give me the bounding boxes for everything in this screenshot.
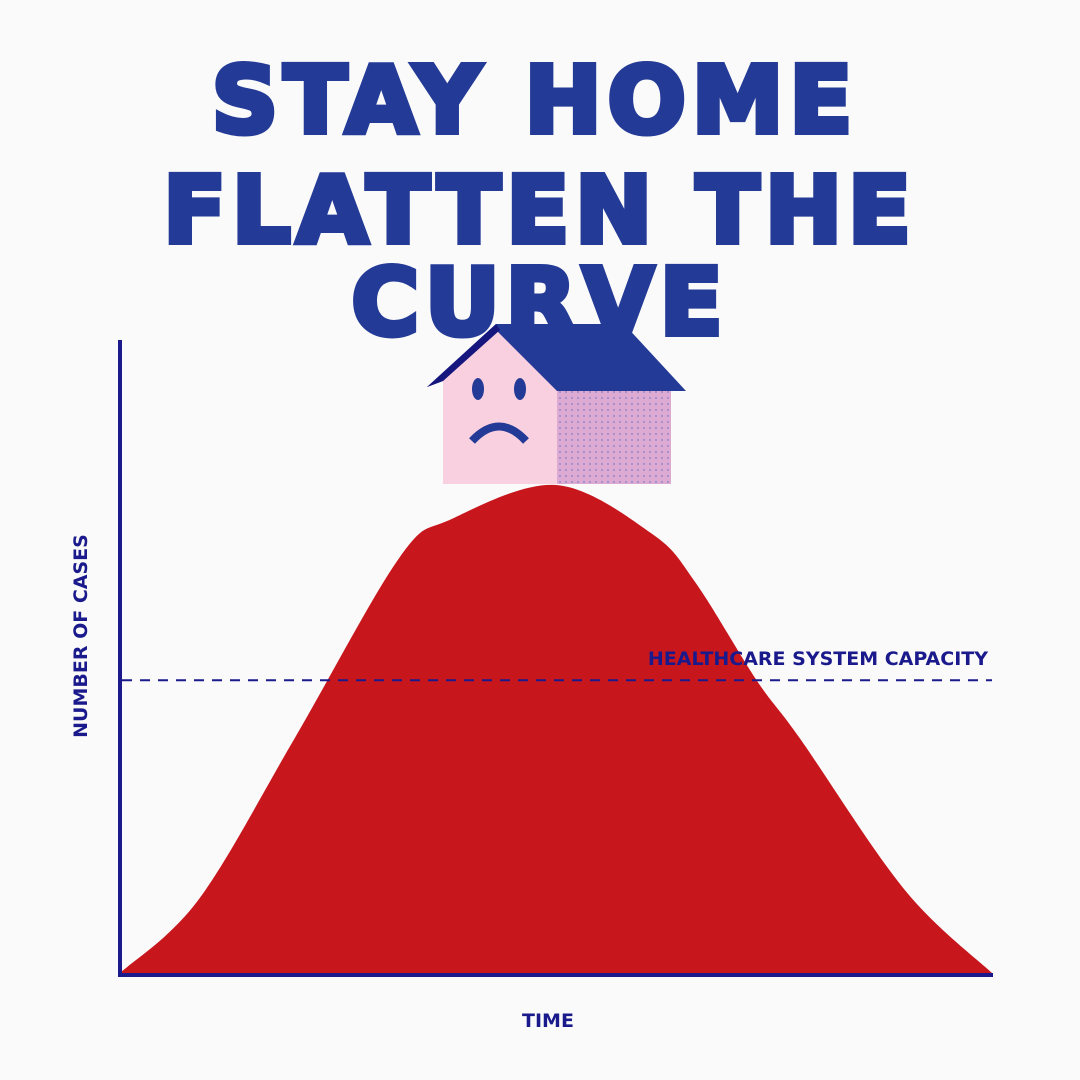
title-line-1: STAY HOME xyxy=(209,47,859,154)
cases-curve-area xyxy=(120,484,992,973)
sad-house-icon xyxy=(427,324,686,484)
y-axis-label: NUMBER OF CASES xyxy=(70,534,92,738)
capacity-label: HEALTHCARE SYSTEM CAPACITY xyxy=(648,648,988,670)
x-axis-label: TIME xyxy=(522,1010,574,1032)
title-line-2: FLATTEN THE CURVE xyxy=(160,157,917,356)
